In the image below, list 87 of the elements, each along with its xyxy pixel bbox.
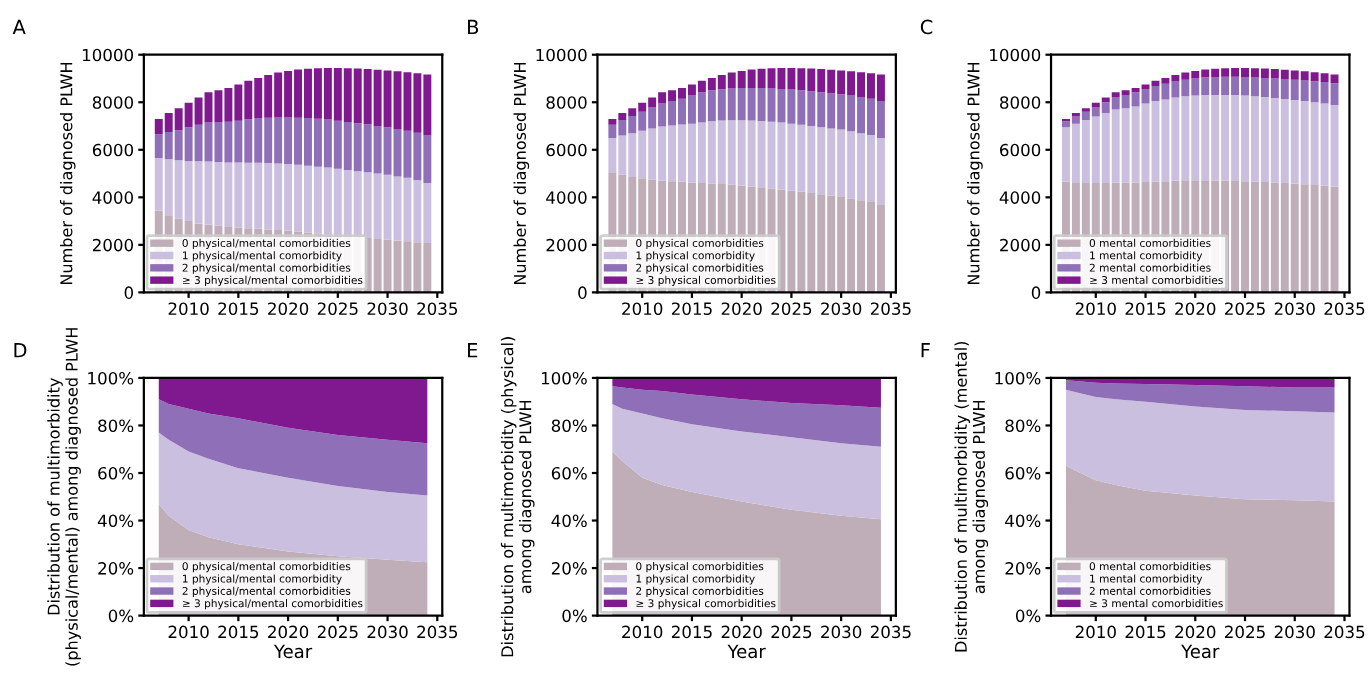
y-tick-label: 2000: [546, 238, 587, 252]
y-tick-label: 80%: [1005, 419, 1041, 433]
x-tick-label: 2015: [218, 302, 259, 315]
x-tick-label: 2020: [268, 625, 309, 639]
y-tick-label: 2000: [92, 238, 134, 252]
y-tick-label: 4000: [92, 191, 134, 204]
x-tick-label: 2015: [1125, 625, 1166, 639]
y-tick-label: 100%: [995, 371, 1041, 385]
y-tick-label: 60%: [1005, 466, 1041, 480]
x-tick-label: 2035: [417, 302, 458, 315]
x-tick-label: 2025: [317, 302, 358, 315]
y-tick-label: 2000: [1000, 238, 1041, 252]
y-tick-label: 20%: [1005, 562, 1041, 575]
x-axis-title: Year: [273, 644, 313, 659]
y-axis-title: Distribution of multimorbidity (physical/mental) among diagnosed PLWH: [47, 328, 81, 666]
x-axis-title: Year: [727, 644, 766, 659]
x-tick-label: 2035: [870, 302, 911, 315]
chart-title: B: [468, 19, 479, 35]
y-axis-title: Number of diagnosed PLWH: [967, 62, 983, 285]
x-tick-label: 2010: [168, 625, 209, 639]
y-tick-label: 4000: [546, 191, 587, 204]
y-tick-label: 80%: [98, 419, 134, 433]
y-tick-label: 10000: [990, 48, 1041, 62]
y-tick-label: 100%: [88, 371, 134, 385]
x-tick-label: 2015: [218, 625, 259, 639]
y-tick-label: 80%: [551, 419, 587, 433]
x-tick-label: 2020: [1175, 625, 1216, 639]
x-tick-label: 2010: [1075, 302, 1116, 315]
y-tick-label: 100%: [541, 371, 587, 385]
y-tick-label: 8000: [1000, 96, 1041, 109]
y-tick-label: 20%: [98, 562, 134, 575]
x-tick-label: 2025: [771, 625, 812, 639]
chart-title: D: [14, 343, 27, 358]
chart-title: C: [920, 19, 933, 35]
x-axis-title: Year: [1181, 644, 1220, 659]
x-tick-label: 2030: [821, 625, 862, 639]
x-tick-label: 2035: [1324, 302, 1365, 315]
y-tick-label: 4000: [999, 191, 1041, 204]
y-axis-title: Distribution of multimorbidity (mental) among diagnosed PLWH: [954, 341, 989, 652]
y-tick-label: 0%: [1015, 609, 1041, 623]
y-tick-label: 6000: [546, 143, 587, 157]
x-tick-label: 2025: [1225, 625, 1265, 639]
y-tick-label: 60%: [551, 466, 587, 480]
x-tick-label: 2010: [168, 302, 209, 315]
x-tick-label: 2035: [417, 625, 458, 639]
y-tick-label: 8000: [92, 96, 134, 109]
x-tick-label: 2030: [1274, 302, 1315, 315]
y-tick-label: 60%: [98, 466, 134, 480]
y-tick-label: 0%: [108, 609, 134, 623]
y-tick-label: 0: [1031, 286, 1041, 299]
x-tick-label: 2010: [622, 302, 663, 315]
y-tick-label: 6000: [92, 143, 134, 157]
x-tick-label: 2030: [821, 302, 862, 315]
x-tick-label: 2015: [671, 625, 712, 639]
chart-title: E: [468, 343, 478, 358]
y-tick-label: 40%: [1005, 514, 1041, 528]
x-tick-label: 2030: [367, 625, 408, 639]
y-tick-label: 40%: [97, 514, 134, 528]
x-tick-label: 2035: [870, 625, 911, 639]
y-tick-label: 10000: [82, 48, 134, 62]
y-tick-label: 0: [578, 286, 587, 299]
y-axis-title: Distribution of multimorbidity (physical) among diagnosed PLWH: [500, 337, 535, 657]
x-tick-label: 2030: [1274, 625, 1315, 639]
y-tick-label: 10000: [536, 48, 587, 62]
y-tick-label: 40%: [551, 514, 587, 528]
x-tick-label: 2020: [721, 302, 762, 315]
y-axis-title: Number of diagnosed PLWH: [59, 62, 76, 285]
chart-title: A: [12, 19, 26, 35]
y-axis-title: Number of diagnosed PLWH: [513, 62, 530, 285]
x-tick-label: 2010: [622, 625, 663, 639]
x-tick-label: 2035: [1324, 625, 1365, 639]
x-tick-label: 2020: [721, 625, 762, 639]
x-tick-label: 2015: [671, 302, 712, 315]
x-tick-label: 2010: [1075, 625, 1116, 639]
y-tick-label: 8000: [546, 96, 587, 109]
x-tick-label: 2025: [317, 625, 358, 639]
x-tick-label: 2015: [1125, 302, 1166, 315]
y-tick-label: 6000: [1000, 143, 1041, 157]
y-tick-label: 0%: [562, 609, 587, 623]
x-tick-label: 2025: [771, 302, 812, 315]
x-tick-label: 2020: [1175, 302, 1216, 315]
x-tick-label: 2025: [1225, 302, 1265, 315]
x-tick-label: 2020: [268, 302, 309, 315]
y-tick-label: 0: [124, 286, 134, 299]
y-tick-label: 20%: [551, 562, 587, 575]
x-tick-label: 2030: [367, 302, 408, 315]
chart-title: F: [921, 343, 930, 358]
